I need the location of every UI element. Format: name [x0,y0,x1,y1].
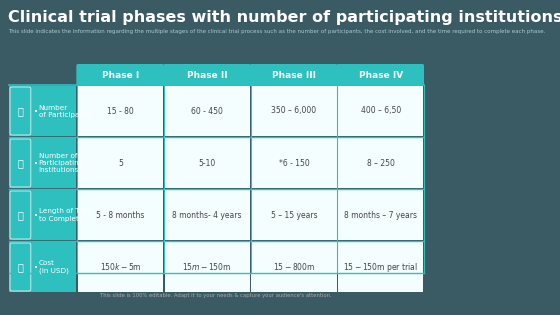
Text: $15 - $150m per trial: $15 - $150m per trial [343,261,418,273]
Bar [165,86,250,136]
FancyBboxPatch shape [10,139,31,187]
Bar [35,110,36,112]
Bar [35,214,36,216]
Bar [10,190,31,240]
Bar [78,190,163,240]
Text: Number of
Participating
Institutions: Number of Participating Institutions [39,153,84,173]
Text: $15 - $800m: $15 - $800m [273,261,315,272]
Text: Number
of Participants: Number of Participants [39,105,90,117]
Text: Phase III: Phase III [272,71,316,79]
Text: Phase IV: Phase IV [358,71,403,79]
Text: Phase I: Phase I [102,71,139,79]
FancyBboxPatch shape [10,87,31,135]
Bar [35,266,36,268]
Bar [251,86,337,136]
FancyBboxPatch shape [76,64,164,86]
Text: 350 – 6,000: 350 – 6,000 [272,106,316,116]
Text: Cost
(in USD): Cost (in USD) [39,260,68,274]
Text: *6 - 150: *6 - 150 [278,158,309,168]
Bar [338,190,423,240]
Bar [78,138,163,188]
Text: 5-10: 5-10 [199,158,216,168]
Bar [32,138,76,188]
FancyBboxPatch shape [10,243,31,291]
FancyBboxPatch shape [10,191,31,239]
Text: This slide is 100% editable. Adapt it to your needs & capture your audience's at: This slide is 100% editable. Adapt it to… [100,293,332,297]
FancyBboxPatch shape [337,64,424,86]
Bar [32,190,76,240]
Text: 5: 5 [118,158,123,168]
Bar [78,242,163,292]
Bar [32,242,76,292]
Bar [338,86,423,136]
Bar [10,138,31,188]
Text: 15 - 80: 15 - 80 [107,106,134,116]
Text: 🏛: 🏛 [18,158,24,168]
Text: 5 – 15 years: 5 – 15 years [270,210,318,220]
Bar [338,138,423,188]
Text: Clinical trial phases with number of participating institutions: Clinical trial phases with number of par… [8,10,560,25]
Text: 8 months – 7 years: 8 months – 7 years [344,210,417,220]
Bar [35,162,36,164]
Bar [165,190,250,240]
Bar [32,86,76,136]
Bar [10,242,31,292]
Bar [165,242,250,292]
Text: 8 months- 4 years: 8 months- 4 years [172,210,242,220]
Text: 👥: 👥 [18,106,24,116]
Text: Phase II: Phase II [187,71,227,79]
Text: Length of Time
to Complete: Length of Time to Complete [39,209,92,221]
Text: $150k - $5m: $150k - $5m [100,261,141,272]
Text: 400 – 6,50: 400 – 6,50 [361,106,401,116]
Text: 5 - 8 months: 5 - 8 months [96,210,144,220]
Text: 8 – 250: 8 – 250 [367,158,395,168]
Bar [338,242,423,292]
Bar [251,138,337,188]
Bar [10,86,31,136]
Bar [251,190,337,240]
Text: This slide indicates the information regarding the multiple stages of the clinic: This slide indicates the information reg… [8,29,545,34]
Text: 💵: 💵 [18,262,24,272]
Text: 60 - 450: 60 - 450 [192,106,223,116]
Bar [165,138,250,188]
FancyBboxPatch shape [163,64,250,86]
Bar [251,242,337,292]
Text: ⏱: ⏱ [18,210,24,220]
Text: $15m - $150m: $15m - $150m [183,261,232,272]
Bar [78,86,163,136]
FancyBboxPatch shape [250,64,337,86]
